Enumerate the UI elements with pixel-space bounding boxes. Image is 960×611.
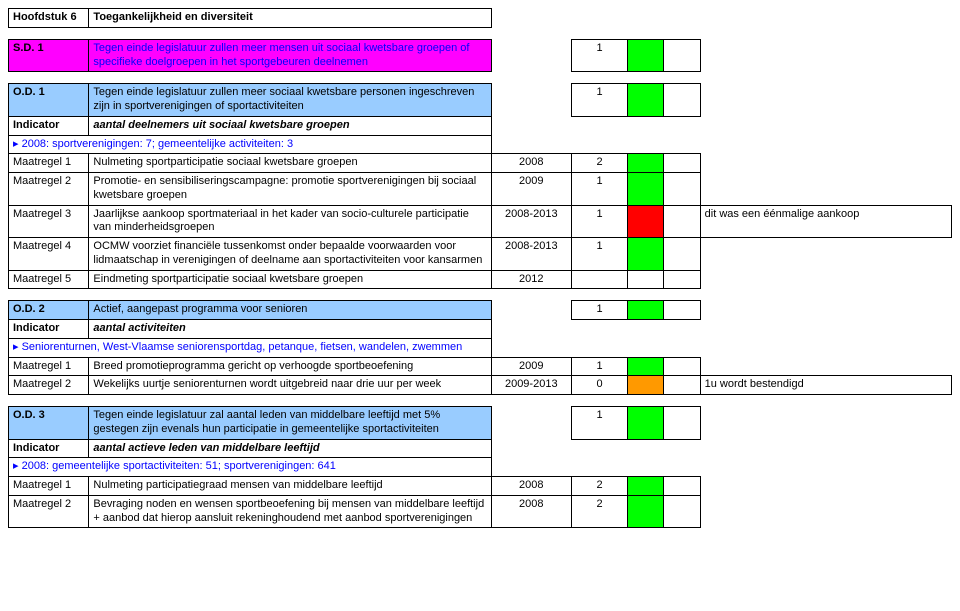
od2-row1-score: 0	[571, 376, 627, 395]
od2-status-a	[628, 301, 664, 320]
od3-row1-status-a	[628, 495, 664, 528]
od1-row0-status-b	[664, 154, 700, 173]
od1-row3-status-a	[628, 238, 664, 271]
od1-row0-status-a	[628, 154, 664, 173]
od2-indicator-label: Indicator	[9, 320, 89, 339]
od1-score: 1	[571, 84, 627, 117]
od1-desc: Tegen einde legislatuur zullen meer soci…	[89, 84, 491, 117]
od1-row1-score: 1	[571, 173, 627, 206]
od2-row1-status-b	[664, 376, 700, 395]
od1-status-b	[664, 84, 700, 117]
od2-row0-year: 2009	[491, 357, 571, 376]
od1-row1-year: 2009	[491, 173, 571, 206]
od2-row1-status-a	[628, 376, 664, 395]
od1-status-a	[628, 84, 664, 117]
od3-row0-score: 2	[571, 477, 627, 496]
od3-status-a	[628, 407, 664, 440]
od1-row2-label: Maatregel 3	[9, 205, 89, 238]
od2-indicator-text: aantal activiteiten	[89, 320, 491, 339]
od1-row2-status-a	[628, 205, 664, 238]
od2-row0-status-a	[628, 357, 664, 376]
od3-row1-text: Bevraging noden en wensen sportbeoefenin…	[89, 495, 491, 528]
od2-row0-label: Maatregel 1	[9, 357, 89, 376]
od3-row1-label: Maatregel 2	[9, 495, 89, 528]
od1-indicator-label: Indicator	[9, 116, 89, 135]
od3-indicator-label: Indicator	[9, 439, 89, 458]
od3-status-b	[664, 407, 700, 440]
od1-row1-status-a	[628, 173, 664, 206]
od2-code: O.D. 2	[9, 301, 89, 320]
od1-row2-note: dit was een éénmalige aankoop	[700, 205, 951, 238]
od3-row1-status-b	[664, 495, 700, 528]
od1-row2-status-b	[664, 205, 700, 238]
od3-note: 2008: gemeentelijke sportactiviteiten: 5…	[9, 458, 492, 477]
od2-row1-year: 2009-2013	[491, 376, 571, 395]
od3-desc: Tegen einde legislatuur zal aantal leden…	[89, 407, 491, 440]
od1-row0-label: Maatregel 1	[9, 154, 89, 173]
od2-status-b	[664, 301, 700, 320]
od1-code: O.D. 1	[9, 84, 89, 117]
od1-row0-year: 2008	[491, 154, 571, 173]
od1-row3-score: 1	[571, 238, 627, 271]
sd1-desc: Tegen einde legislatuur zullen meer mens…	[89, 39, 491, 72]
od1-row2-text: Jaarlijkse aankoop sportmateriaal in het…	[89, 205, 491, 238]
doc-table: Hoofdstuk 6Toegankelijkheid en diversite…	[8, 8, 952, 528]
od2-row0-status-b	[664, 357, 700, 376]
sd1-code: S.D. 1	[9, 39, 89, 72]
od1-row4-status-a	[628, 270, 664, 289]
od3-row0-status-b	[664, 477, 700, 496]
od1-row0-text: Nulmeting sportparticipatie sociaal kwet…	[89, 154, 491, 173]
od3-score: 1	[571, 407, 627, 440]
od1-row4-year: 2012	[491, 270, 571, 289]
od2-note: Seniorenturnen, West-Vlaamse seniorenspo…	[9, 338, 492, 357]
od3-row0-year: 2008	[491, 477, 571, 496]
od3-row0-label: Maatregel 1	[9, 477, 89, 496]
od1-row4-status-b	[664, 270, 700, 289]
sd1-score: 1	[571, 39, 627, 72]
od1-row4-text: Eindmeting sportparticipatie sociaal kwe…	[89, 270, 491, 289]
od2-row0-text: Breed promotieprogramma gericht op verho…	[89, 357, 491, 376]
od2-row1-text: Wekelijks uurtje seniorenturnen wordt ui…	[89, 376, 491, 395]
od1-row3-label: Maatregel 4	[9, 238, 89, 271]
chapter-code: Hoofdstuk 6	[9, 9, 89, 28]
od2-row1-note: 1u wordt bestendigd	[700, 376, 951, 395]
sd1-status-a	[628, 39, 664, 72]
od1-row1-status-b	[664, 173, 700, 206]
od3-indicator-text: aantal actieve leden van middelbare leef…	[89, 439, 491, 458]
od2-desc: Actief, aangepast programma voor seniore…	[89, 301, 491, 320]
od3-code: O.D. 3	[9, 407, 89, 440]
od1-row4-label: Maatregel 5	[9, 270, 89, 289]
od1-row0-score: 2	[571, 154, 627, 173]
od1-row3-status-b	[664, 238, 700, 271]
od2-row1-label: Maatregel 2	[9, 376, 89, 395]
od1-row4-score	[571, 270, 627, 289]
od1-row3-year: 2008-2013	[491, 238, 571, 271]
od1-note: 2008: sportverenigingen: 7; gemeentelijk…	[9, 135, 492, 154]
od1-indicator-text: aantal deelnemers uit sociaal kwetsbare …	[89, 116, 491, 135]
od3-row1-score: 2	[571, 495, 627, 528]
chapter-title: Toegankelijkheid en diversiteit	[89, 9, 491, 28]
od1-row1-label: Maatregel 2	[9, 173, 89, 206]
od1-row1-text: Promotie- en sensibiliseringscampagne: p…	[89, 173, 491, 206]
od3-row1-year: 2008	[491, 495, 571, 528]
od2-row0-score: 1	[571, 357, 627, 376]
sd1-status-b	[664, 39, 700, 72]
od1-row3-text: OCMW voorziet financiële tussenkomst ond…	[89, 238, 491, 271]
od3-row0-text: Nulmeting participatiegraad mensen van m…	[89, 477, 491, 496]
od1-row2-year: 2008-2013	[491, 205, 571, 238]
od3-row0-status-a	[628, 477, 664, 496]
od2-score: 1	[571, 301, 627, 320]
od1-row2-score: 1	[571, 205, 627, 238]
